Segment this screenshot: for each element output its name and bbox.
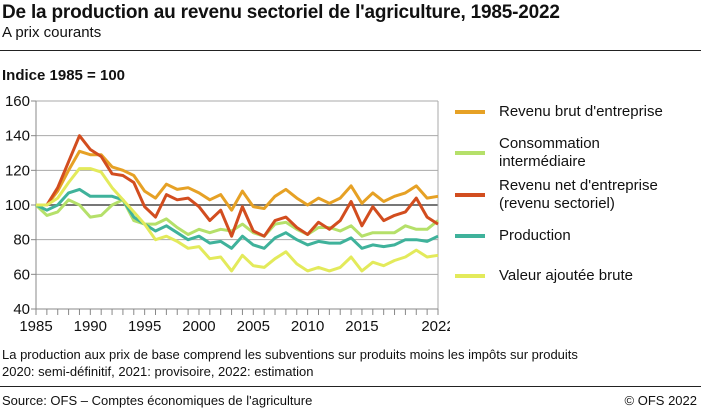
chart-subtitle: A prix courants [2,24,102,41]
legend-swatch [455,110,485,114]
series-line-1 [34,198,439,238]
chart-title: De la production au revenu sectoriel de … [2,2,560,23]
legend-item-revenu-brut: Revenu brut d'entreprise [455,103,663,121]
legend-item-consommation: Consommation intermédiaire [455,135,600,171]
x-tick-label: 2005 [237,318,270,335]
x-tick-label: 2022 [421,318,450,335]
y-tick-label: 160 [5,93,30,110]
y-tick-label: 140 [5,128,30,145]
legend-swatch [455,274,485,278]
y-tick-label: 60 [13,266,30,283]
x-tick-label: 1985 [19,318,52,335]
y-tick-label: 40 [13,301,30,318]
legend-swatch [455,193,485,197]
x-tick-label: 1995 [128,318,161,335]
legend-swatch [455,151,485,155]
x-tick-label: 2010 [291,318,324,335]
legend-item-valeur-ajoutee: Valeur ajoutée brute [455,267,633,285]
x-tick-label: 2015 [345,318,378,335]
footer-divider [0,386,701,387]
legend-swatch [455,234,485,238]
x-tick-label: 2000 [182,318,215,335]
x-tick-label: 1990 [74,318,107,335]
y-axis-label: Indice 1985 = 100 [2,67,126,84]
y-tick-label: 100 [5,197,30,214]
note-1: La production aux prix de base comprend … [2,347,578,362]
header-divider [0,50,701,51]
y-tick-label: 80 [13,232,30,249]
legend-label: Revenu brut d'entreprise [499,103,663,120]
legend-label: Valeur ajoutée brute [499,267,633,284]
legend-label: Consommation intermédiaire [499,135,600,170]
y-tick-label: 120 [5,162,30,179]
line-chart: 40 60 80 100 120 140 160 1985 1990 1995 2000 2005 20… [5,93,450,335]
series-line-0 [36,149,439,212]
copyright: © OFS 2022 [624,393,697,408]
series-line-4 [36,167,439,273]
series-line-2 [36,134,439,238]
legend-label: Revenu net d'entreprise (revenu sectoriel… [499,177,658,212]
legend-label: Production [499,227,571,244]
note-2: 2020: semi-définitif, 2021: provisoire, … [2,364,314,379]
legend-item-revenu-net: Revenu net d'entreprise (revenu sectoriel… [455,177,658,213]
source: Source: OFS – Comptes économiques de l'a… [2,393,313,408]
legend-item-production: Production [455,227,571,245]
series-line-3 [35,187,439,250]
